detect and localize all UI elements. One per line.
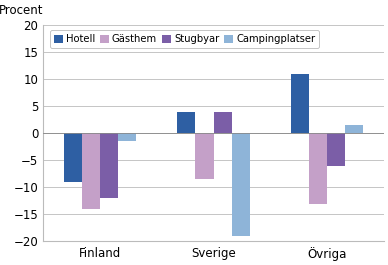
Bar bbox=[345, 125, 364, 133]
Bar bbox=[327, 133, 345, 166]
Bar bbox=[177, 112, 196, 133]
Bar bbox=[291, 74, 309, 133]
Bar bbox=[100, 133, 118, 198]
Bar bbox=[64, 133, 82, 182]
Bar bbox=[232, 133, 250, 236]
Bar bbox=[213, 112, 232, 133]
Text: Procent: Procent bbox=[0, 4, 43, 17]
Legend: Hotell, Gästhem, Stugbyar, Campingplatser: Hotell, Gästhem, Stugbyar, Campingplatse… bbox=[50, 30, 319, 48]
Bar bbox=[82, 133, 100, 209]
Bar bbox=[196, 133, 213, 179]
Bar bbox=[118, 133, 136, 142]
Bar bbox=[309, 133, 327, 204]
